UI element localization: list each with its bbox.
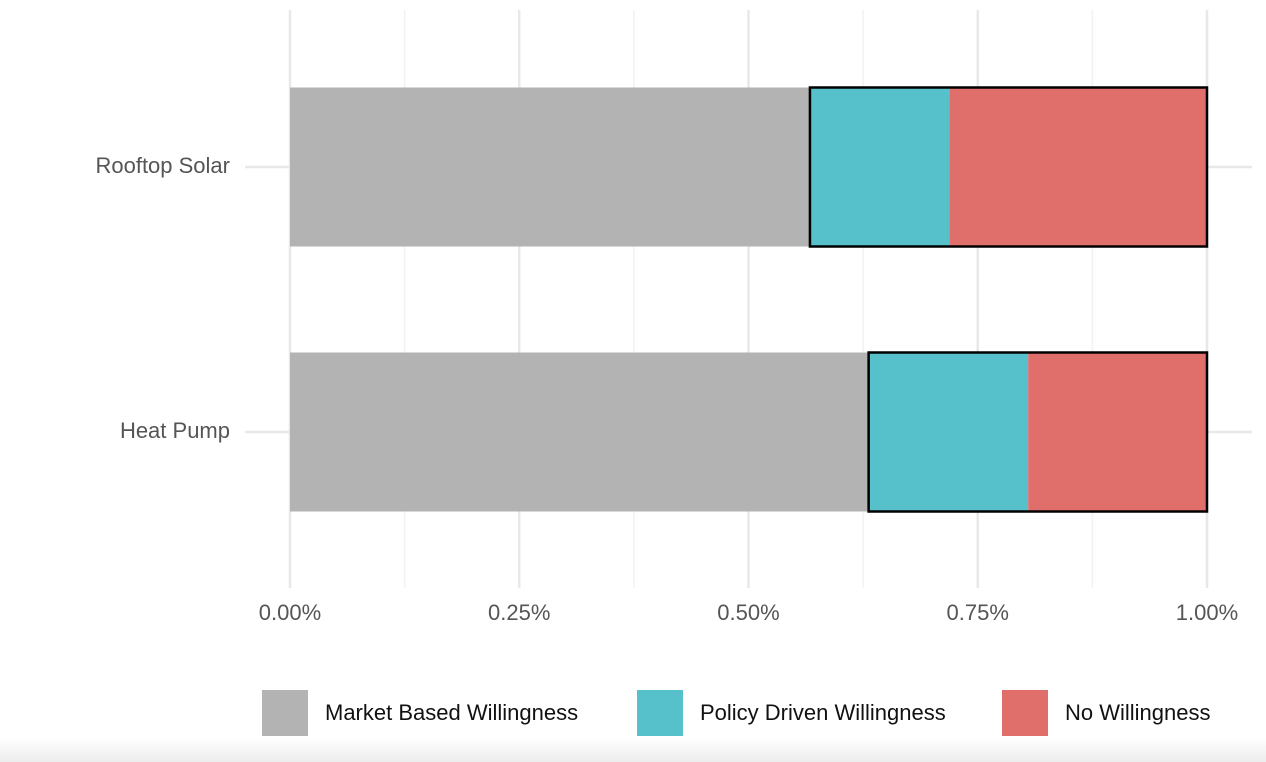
highlight-outline <box>808 86 1209 248</box>
x-tick-label: 0.50% <box>717 600 779 625</box>
x-tick-label: 0.75% <box>947 600 1009 625</box>
bottom-shade <box>0 738 1266 762</box>
legend-swatch <box>637 690 683 736</box>
legend-label: Market Based Willingness <box>325 700 578 725</box>
bar-segment <box>290 352 869 512</box>
x-tick-label: 0.00% <box>259 600 321 625</box>
legend-label: No Willingness <box>1065 700 1211 725</box>
legend-swatch <box>262 690 308 736</box>
bar-segment <box>1028 352 1207 512</box>
y-tick-label: Rooftop Solar <box>95 153 230 178</box>
y-tick-label: Heat Pump <box>120 418 230 443</box>
x-tick-label: 1.00% <box>1176 600 1238 625</box>
x-tick-label: 0.25% <box>488 600 550 625</box>
legend-label: Policy Driven Willingness <box>700 700 946 725</box>
bar-segment <box>290 87 810 247</box>
legend-swatch <box>1002 690 1048 736</box>
highlight-outline <box>867 351 1209 513</box>
bar-segment <box>868 352 1029 512</box>
bar-segment <box>949 87 1207 247</box>
bar-segment <box>809 87 950 247</box>
